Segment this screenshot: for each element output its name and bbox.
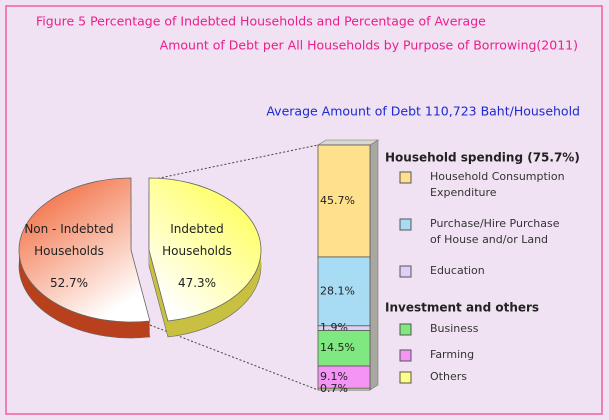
legend-label: Education bbox=[430, 264, 485, 277]
data-label: 9.1% bbox=[320, 370, 348, 383]
legend-swatch bbox=[399, 349, 412, 362]
legend-swatch bbox=[399, 218, 412, 231]
legend-label: Business bbox=[430, 322, 479, 335]
legend-swatch bbox=[399, 171, 412, 184]
legend-group: Household spending (75.7%) bbox=[385, 151, 580, 165]
pie-slice bbox=[148, 177, 262, 322]
subtitle: Average Amount of Debt 110,723 Baht/Hous… bbox=[266, 104, 580, 119]
legend-swatch bbox=[399, 265, 412, 278]
bar-segment bbox=[317, 387, 371, 391]
data-label: 0.7% bbox=[320, 382, 348, 395]
bar-top bbox=[316, 139, 380, 146]
legend-swatch bbox=[399, 323, 412, 336]
pie-slice bbox=[18, 177, 151, 323]
legend-label: Farming bbox=[430, 348, 475, 361]
title-line: Figure 5 Percentage of Indebted Househol… bbox=[36, 14, 486, 29]
connector bbox=[149, 144, 319, 181]
pie-value-label: 52.7% bbox=[49, 276, 89, 290]
legend-group: Investment and others bbox=[385, 301, 539, 315]
bar-segment bbox=[317, 256, 371, 327]
data-label: 14.5% bbox=[320, 341, 355, 354]
legend-label: Purchase/Hire Purchase of House and/or L… bbox=[430, 217, 560, 246]
pie-label: Indebted Households bbox=[162, 222, 232, 258]
legend-swatch bbox=[399, 371, 412, 384]
pie-label: Non - Indebted Households bbox=[24, 222, 114, 258]
bar-segment bbox=[317, 330, 371, 367]
legend-label: Others bbox=[430, 370, 467, 383]
data-label: 28.1% bbox=[320, 284, 355, 297]
bar-side bbox=[369, 139, 379, 391]
data-label: 45.7% bbox=[320, 194, 355, 207]
pie-value-label: 47.3% bbox=[177, 276, 217, 290]
title-line: Amount of Debt per All Households by Pur… bbox=[160, 38, 578, 53]
frame bbox=[5, 5, 603, 415]
legend-label: Household Consumption Expenditure bbox=[430, 170, 565, 199]
